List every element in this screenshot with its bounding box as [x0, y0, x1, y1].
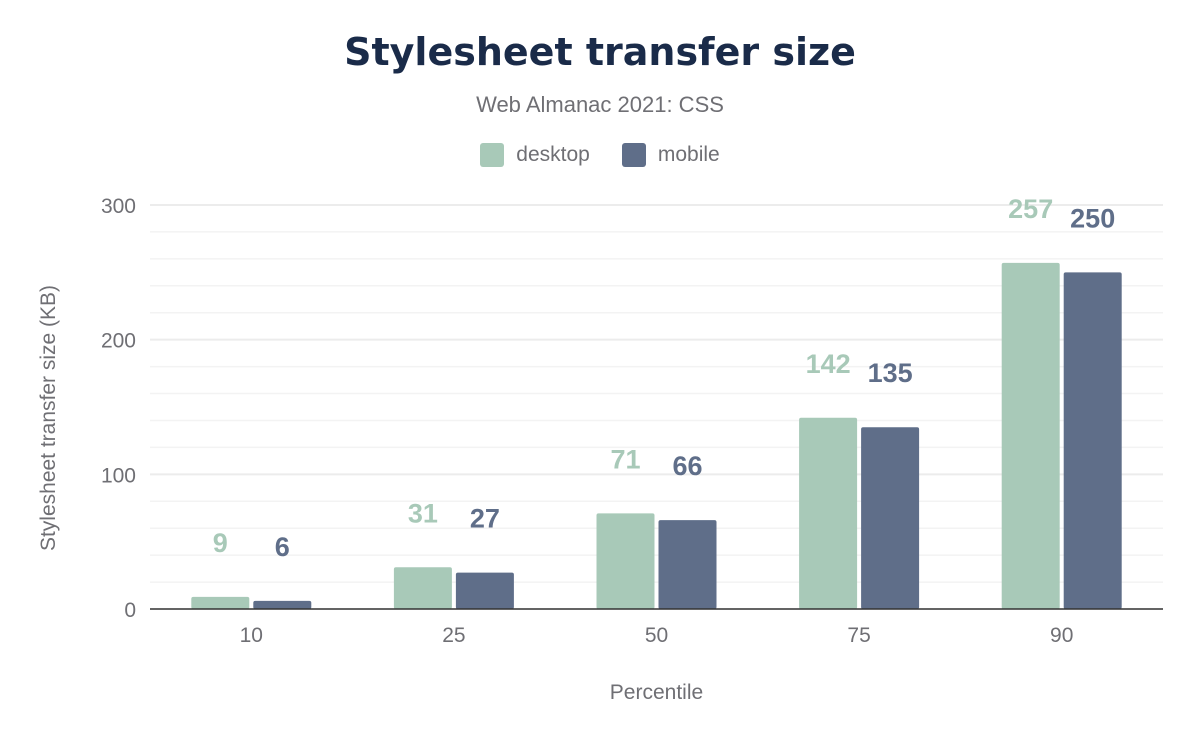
- chart-subtitle: Web Almanac 2021: CSS: [476, 92, 724, 117]
- data-label-mobile: 135: [868, 358, 913, 388]
- bar-desktop: [1001, 262, 1060, 609]
- bar-desktop: [596, 513, 655, 609]
- y-tick-label: 0: [124, 599, 136, 622]
- bar-mobile: [1063, 272, 1122, 609]
- data-label-desktop: 257: [1008, 194, 1053, 224]
- data-label-mobile: 250: [1070, 203, 1115, 233]
- y-tick-label: 200: [101, 330, 136, 353]
- bar-desktop: [393, 567, 452, 609]
- chart-title: Stylesheet transfer size: [344, 30, 856, 74]
- legend: desktop mobile: [0, 143, 1200, 167]
- x-tick-label: 75: [847, 624, 870, 647]
- bar-desktop: [799, 417, 858, 609]
- x-tick-label: 10: [240, 624, 263, 647]
- legend-label-desktop: desktop: [516, 143, 590, 166]
- legend-swatch-desktop: [480, 143, 505, 167]
- bar-mobile: [658, 520, 717, 609]
- data-label-desktop: 142: [806, 349, 851, 379]
- data-label-desktop: 31: [408, 498, 438, 528]
- x-tick-label: 90: [1050, 624, 1073, 647]
- bar-mobile: [253, 600, 312, 609]
- legend-swatch-mobile: [621, 143, 646, 167]
- y-tick-label: 100: [101, 464, 136, 487]
- x-tick-label: 50: [645, 624, 668, 647]
- x-tick-label: 25: [442, 624, 465, 647]
- x-axis-title: Percentile: [610, 681, 703, 704]
- legend-item-desktop[interactable]: desktop: [480, 143, 590, 167]
- y-axis-title: Stylesheet transfer size (KB): [37, 285, 60, 551]
- data-label-desktop: 71: [610, 444, 640, 474]
- bar-mobile: [861, 427, 920, 609]
- bar-mobile: [455, 572, 514, 609]
- legend-label-mobile: mobile: [657, 143, 720, 166]
- data-label-mobile: 66: [672, 451, 702, 481]
- data-label-mobile: 6: [275, 532, 290, 562]
- legend-item-mobile[interactable]: mobile: [621, 143, 720, 167]
- bar-desktop: [191, 596, 250, 609]
- data-label-desktop: 9: [213, 528, 228, 558]
- y-tick-label: 300: [101, 195, 136, 218]
- data-label-mobile: 27: [470, 504, 500, 534]
